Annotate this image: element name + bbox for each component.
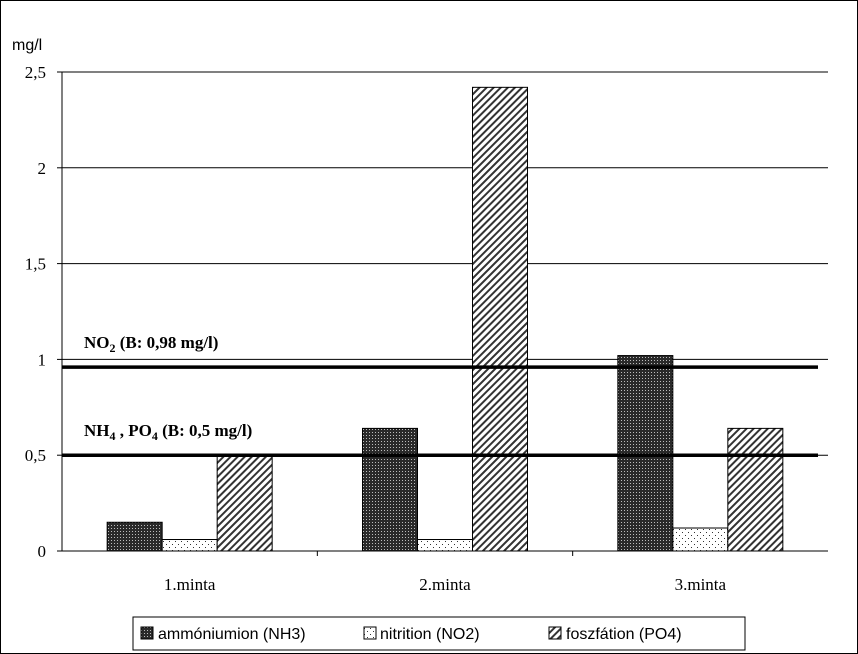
bars (107, 87, 783, 551)
x-tick-label: 3.minta (675, 575, 727, 594)
y-tick-label: 2,5 (25, 63, 46, 82)
legend-swatch-nh3 (141, 627, 153, 639)
legend: ammóniumion (NH3) nitrition (NO2) foszfá… (133, 617, 745, 650)
y-tick-label: 0,5 (25, 446, 46, 465)
reference-line-label: NO2 (B: 0,98 mg/l) (84, 333, 218, 355)
grid-lines (62, 72, 828, 455)
bar (473, 87, 528, 551)
y-axis-title: mg/l (12, 37, 42, 54)
reference-line-label: NH4 , PO4 (B: 0,5 mg/l) (84, 421, 252, 443)
legend-swatch-po4 (549, 627, 561, 639)
legend-swatch-no2 (364, 627, 376, 639)
legend-label-po4: foszfátion (PO4) (566, 626, 682, 643)
y-tick-label: 2 (38, 159, 47, 178)
x-axis-ticks: 1.minta 2.minta 3.minta (164, 551, 727, 594)
legend-label-nh3: ammóniumion (NH3) (158, 626, 306, 643)
bar (363, 428, 418, 551)
bar (217, 455, 272, 551)
legend-label-no2: nitrition (NO2) (380, 626, 480, 643)
bar (618, 356, 673, 551)
x-tick-label: 2.minta (419, 575, 471, 594)
x-tick-label: 1.minta (164, 575, 216, 594)
y-tick-label: 1,5 (25, 255, 46, 274)
y-axis-ticks: 0 0,5 1 1,5 2 2,5 (25, 63, 62, 561)
bar (418, 540, 473, 551)
y-tick-label: 0 (38, 542, 47, 561)
reference-lines: NO2 (B: 0,98 mg/l) NH4 , PO4 (B: 0,5 mg/l… (62, 333, 818, 455)
bar (162, 540, 217, 551)
bar (673, 528, 728, 551)
bar (728, 428, 783, 551)
bar (107, 522, 162, 551)
y-tick-label: 1 (38, 350, 47, 369)
